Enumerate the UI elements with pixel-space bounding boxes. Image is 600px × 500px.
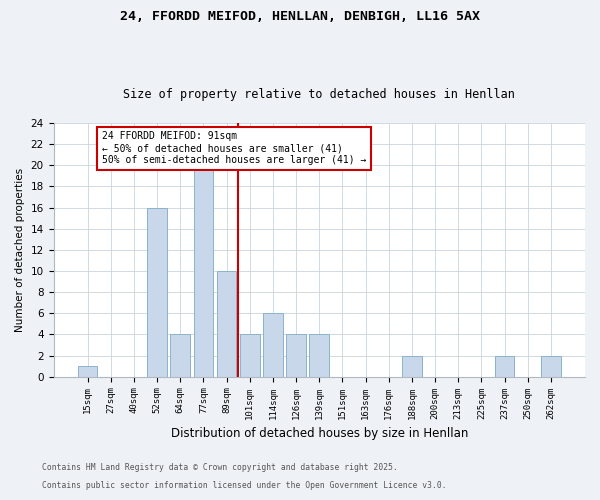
Text: Contains HM Land Registry data © Crown copyright and database right 2025.: Contains HM Land Registry data © Crown c…	[42, 464, 398, 472]
Bar	[194, 166, 213, 376]
Bar	[402, 356, 422, 376]
Title: Size of property relative to detached houses in Henllan: Size of property relative to detached ho…	[124, 88, 515, 101]
Bar	[147, 208, 167, 376]
Y-axis label: Number of detached properties: Number of detached properties	[15, 168, 25, 332]
Bar	[240, 334, 260, 376]
X-axis label: Distribution of detached houses by size in Henllan: Distribution of detached houses by size …	[170, 427, 468, 440]
Text: 24 FFORDD MEIFOD: 91sqm
← 50% of detached houses are smaller (41)
50% of semi-de: 24 FFORDD MEIFOD: 91sqm ← 50% of detache…	[102, 132, 366, 164]
Bar	[495, 356, 514, 376]
Bar	[77, 366, 97, 376]
Text: 24, FFORDD MEIFOD, HENLLAN, DENBIGH, LL16 5AX: 24, FFORDD MEIFOD, HENLLAN, DENBIGH, LL1…	[120, 10, 480, 23]
Bar	[541, 356, 561, 376]
Bar	[263, 314, 283, 376]
Bar	[310, 334, 329, 376]
Bar	[217, 271, 236, 376]
Text: Contains public sector information licensed under the Open Government Licence v3: Contains public sector information licen…	[42, 481, 446, 490]
Bar	[170, 334, 190, 376]
Bar	[286, 334, 306, 376]
